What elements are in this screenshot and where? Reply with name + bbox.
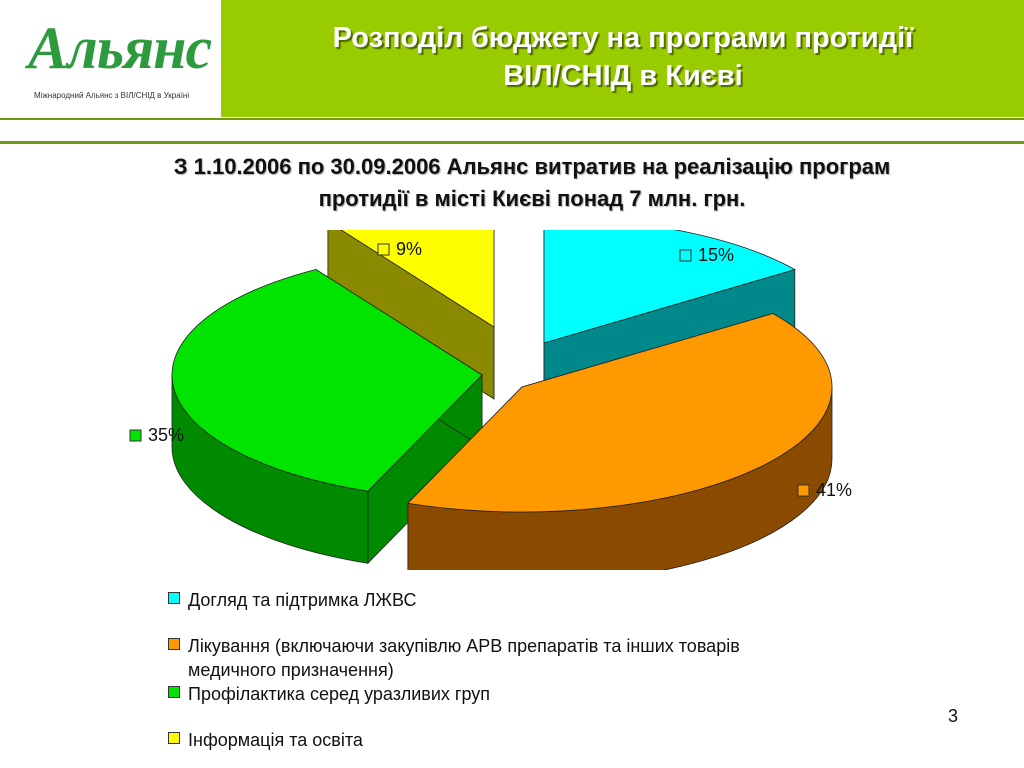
logo-subtitle: Міжнародний Альянс з ВІЛ/СНІД в Україні	[34, 91, 190, 100]
legend-swatch-prevention	[168, 686, 180, 698]
legend-label-care: Догляд та підтримка ЛЖВС	[188, 590, 417, 610]
legend-label-treatment-line2: медичного призначення)	[188, 660, 394, 680]
data-label-prevention: 35%	[148, 425, 184, 445]
header-band	[222, 0, 1024, 117]
data-label-swatch-prevention	[129, 429, 142, 442]
slide-title-line2: ВІЛ/СНІД в Києві	[503, 60, 743, 92]
legend-swatch-care	[168, 592, 180, 604]
data-label-swatch-treatment	[797, 484, 810, 497]
legend-label-prevention: Профілактика серед уразливих груп	[188, 684, 491, 704]
legend-label-treatment: Лікування (включаючи закупівлю АРВ препа…	[188, 634, 740, 682]
legend-swatch-information	[168, 732, 180, 744]
data-label-treatment: 41%	[816, 480, 852, 500]
data-label-care: 15%	[698, 245, 734, 265]
legend-label-treatment-line1: Лікування (включаючи закупівлю АРВ препа…	[188, 636, 740, 656]
data-label-swatch-care	[679, 249, 692, 262]
slide-subtitle-line2: протидії в місті Києві понад 7 млн. грн.	[318, 186, 746, 211]
logo-area: Альянс Міжнародний Альянс з ВІЛ/СНІД в У…	[0, 0, 222, 117]
data-label-information: 9%	[396, 239, 422, 259]
legend-label-information: Інформація та освіта	[188, 730, 363, 750]
pie-slice-treatment	[407, 313, 833, 513]
page-number: 3	[948, 706, 959, 726]
pie-slice-care	[543, 230, 796, 344]
pie-chart: 15% 41% 35% 9%	[129, 230, 852, 570]
logo-wordmark: Альянс	[28, 15, 212, 81]
header-rule	[0, 118, 1024, 120]
slide-title-line1: Розподіл бюджету на програми протидії	[332, 22, 914, 54]
pie-slice-prevention	[171, 269, 483, 492]
subheader-rule	[0, 141, 1024, 144]
data-label-swatch-information	[377, 243, 390, 256]
slide-subtitle-line1: З 1.10.2006 по 30.09.2006 Альянс витрати…	[173, 154, 891, 179]
legend-swatch-treatment	[168, 638, 180, 650]
